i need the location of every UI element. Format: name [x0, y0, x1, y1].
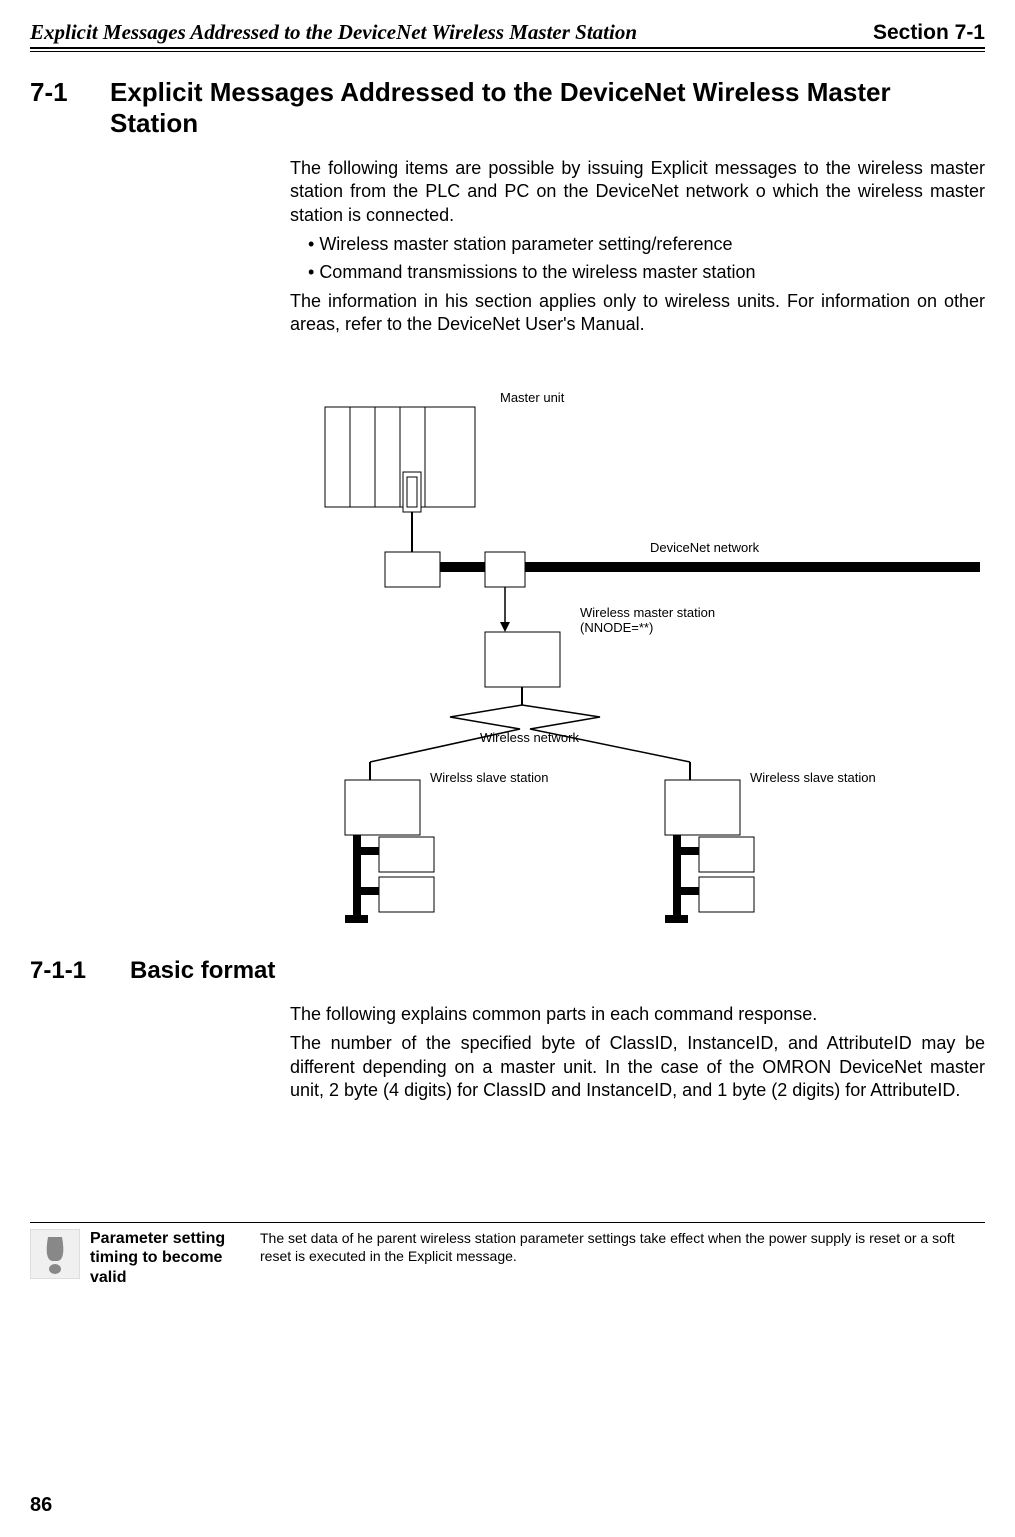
- after-paragraph: The information in his section applies o…: [290, 290, 985, 337]
- slave1-label: Wirelss slave station: [430, 770, 548, 785]
- bullet-item: Command transmissions to the wireless ma…: [308, 261, 985, 284]
- bullet-list: Wireless master station parameter settin…: [290, 233, 985, 284]
- section-title: Explicit Messages Addressed to the Devic…: [110, 77, 985, 139]
- note-callout: Parameter setting timing to become valid…: [30, 1222, 985, 1287]
- wms-label-1: Wireless master station: [580, 605, 715, 620]
- bullet-item: Wireless master station parameter settin…: [308, 233, 985, 256]
- master-unit-label: Master unit: [500, 390, 565, 405]
- section-number: 7-1: [30, 77, 110, 139]
- page-number: 86: [30, 1494, 52, 1517]
- master-unit-icon: [325, 407, 475, 512]
- header-title: Explicit Messages Addressed to the Devic…: [30, 20, 637, 45]
- header-section: Section 7-1: [873, 21, 985, 45]
- slave-station-1: [345, 762, 434, 923]
- wms-label-2: (NNODE=**): [580, 620, 653, 635]
- slave2-label: Wireless slave station: [750, 770, 876, 785]
- slave-station-2: [665, 762, 754, 923]
- intro-paragraph: The following items are possible by issu…: [290, 157, 985, 227]
- wireless-network-label: Wireless network: [480, 730, 579, 745]
- network-diagram: Master unit DeviceNet network Wireless m…: [290, 367, 985, 927]
- note-body: The set data of he parent wireless stati…: [260, 1229, 985, 1265]
- p1: The following explains common parts in e…: [290, 1003, 985, 1026]
- section-7-1-1-body: The following explains common parts in e…: [290, 1003, 985, 1103]
- section-7-1-heading: 7-1 Explicit Messages Addressed to the D…: [30, 77, 985, 139]
- page-header: Explicit Messages Addressed to the Devic…: [30, 20, 985, 49]
- exclamation-icon: [30, 1229, 80, 1279]
- note-title: Parameter setting timing to become valid: [90, 1229, 250, 1287]
- subsection-number: 7-1-1: [30, 957, 130, 985]
- section-7-1-body: The following items are possible by issu…: [290, 157, 985, 337]
- devicenet-label: DeviceNet network: [650, 540, 760, 555]
- p2: The number of the specified byte of Clas…: [290, 1032, 985, 1102]
- subsection-title: Basic format: [130, 957, 275, 985]
- section-7-1-1-heading: 7-1-1 Basic format: [30, 957, 985, 985]
